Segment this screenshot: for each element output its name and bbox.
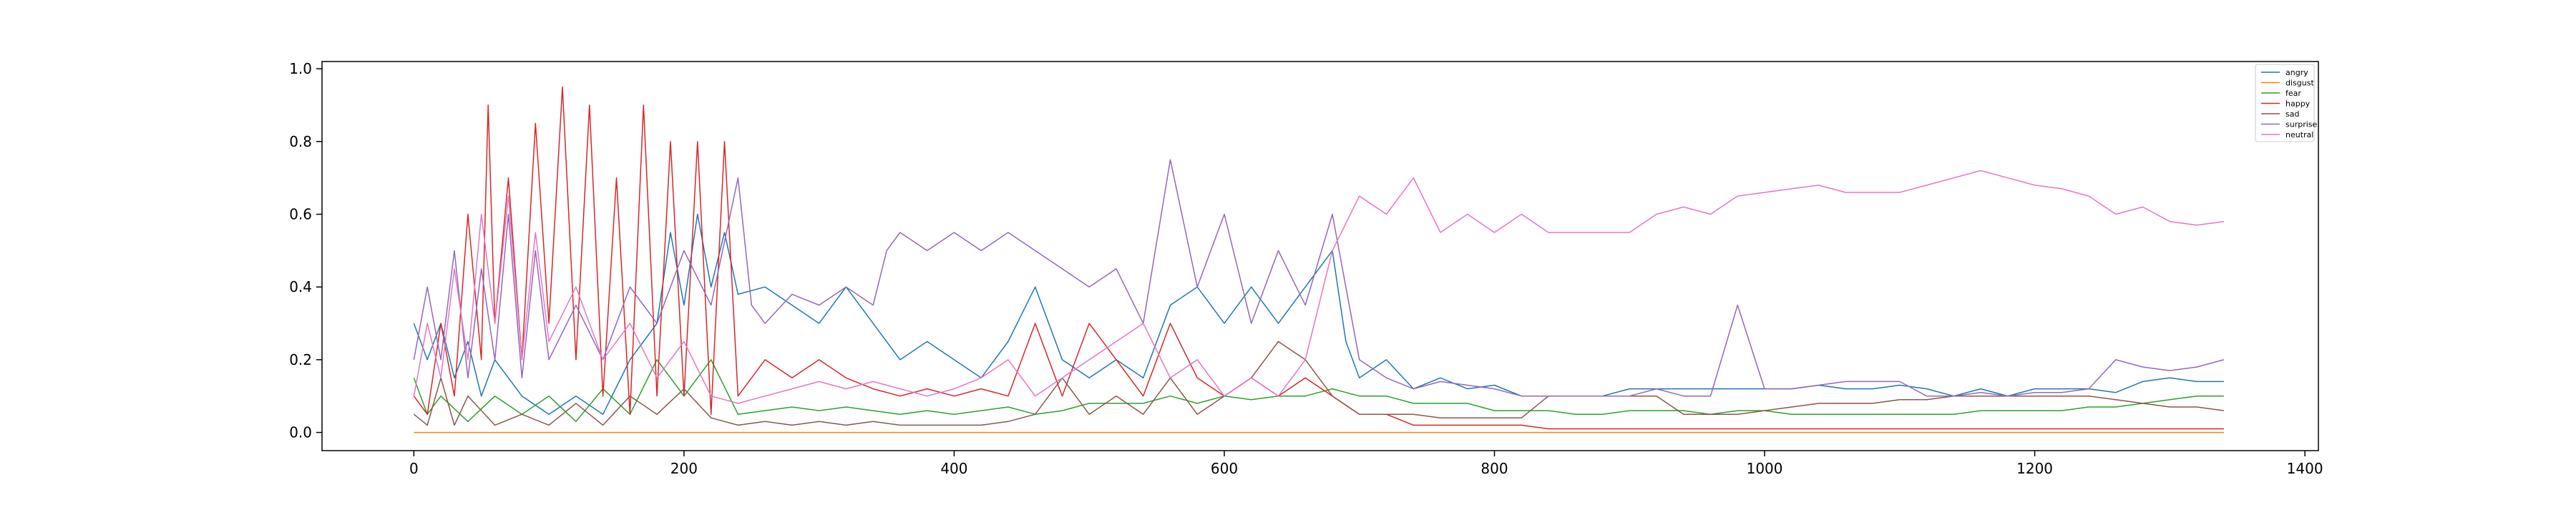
y-tick-label-3: 0.6 — [289, 206, 312, 223]
legend-box — [2255, 64, 2315, 142]
y-tick-label-1: 0.2 — [289, 351, 312, 368]
y-axis: 0.0 0.2 0.4 0.6 0.8 1.0 — [289, 60, 322, 441]
x-axis: 0 200 400 600 800 1000 1200 1400 — [409, 451, 2323, 477]
series-line-fear — [413, 359, 2224, 423]
series-line-angry — [413, 213, 2224, 415]
legend-label-disgust: disgust — [2285, 79, 2314, 88]
x-tick-label-600: 600 — [1211, 460, 1238, 477]
series-line-surprise — [413, 159, 2225, 397]
legend-label-happy: happy — [2285, 99, 2311, 109]
legend-label-fear: fear — [2285, 89, 2301, 98]
y-tick-label-0: 0.0 — [289, 424, 312, 441]
plot-frame — [321, 61, 2319, 451]
x-tick-label-1000: 1000 — [1747, 460, 1783, 477]
x-tick-label-200: 200 — [670, 460, 698, 477]
legend-label-angry: angry — [2285, 68, 2308, 77]
legend-label-sad: sad — [2285, 109, 2299, 119]
x-tick-label-1400: 1400 — [2287, 460, 2323, 477]
x-tick-label-400: 400 — [940, 460, 967, 477]
x-tick-label-0: 0 — [409, 460, 419, 477]
legend-label-surprise: surprise — [2285, 120, 2318, 129]
x-tick-label-1200: 1200 — [2016, 460, 2053, 477]
y-tick-label-4: 0.8 — [289, 133, 312, 150]
series-line-neutral — [413, 170, 2225, 404]
legend-label-neutral: neutral — [2285, 130, 2313, 139]
series-line-sad — [413, 340, 2225, 426]
series-line-happy — [413, 86, 2224, 430]
series-layer — [413, 86, 2225, 433]
y-tick-label-2: 0.4 — [289, 278, 312, 295]
x-tick-label-800: 800 — [1480, 460, 1508, 477]
y-tick-label-5: 1.0 — [289, 60, 312, 77]
